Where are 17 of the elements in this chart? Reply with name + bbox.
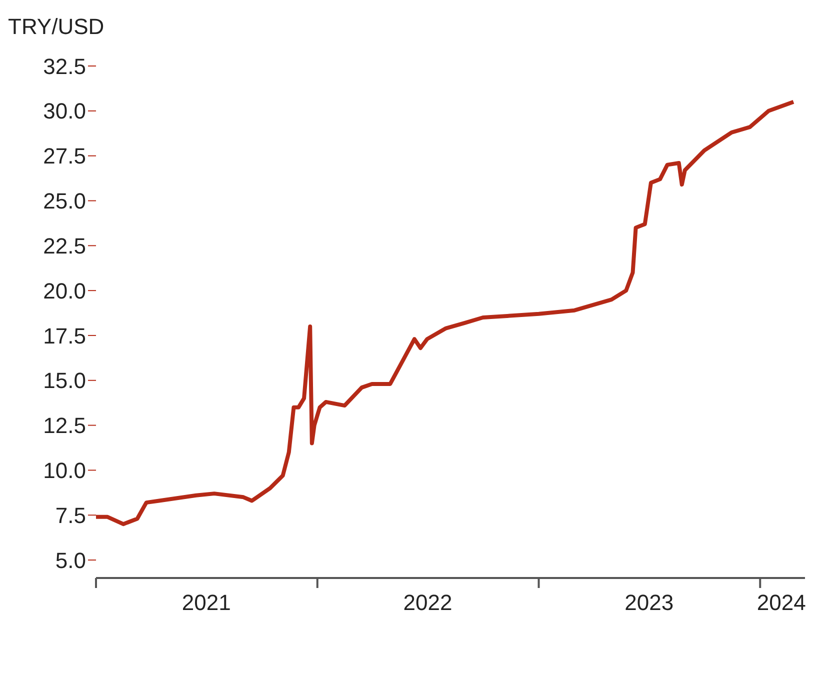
y-tick-label: 20.0 <box>43 278 86 304</box>
y-tick-label: 10.0 <box>43 458 86 484</box>
y-axis-title: TRY/USD <box>8 14 104 40</box>
y-tick-label: 7.5 <box>55 502 86 528</box>
y-tick-label: 5.0 <box>55 548 86 573</box>
y-tick-label: 32.5 <box>43 54 86 79</box>
y-tick-label: 27.5 <box>43 144 86 169</box>
y-tick-label: 17.5 <box>43 323 86 348</box>
x-tick-label: 2021 <box>182 590 231 615</box>
x-tick-label: 2024 <box>756 590 806 615</box>
y-tick-label: 25.0 <box>43 188 86 214</box>
y-tick-label: 15.0 <box>43 368 86 394</box>
y-tick-label: 30.0 <box>43 98 86 124</box>
y-tick-label: 12.5 <box>43 413 86 438</box>
x-tick-label: 2022 <box>403 590 452 615</box>
x-tick-label: 2023 <box>624 590 674 615</box>
y-tick-label: 22.5 <box>43 233 86 258</box>
